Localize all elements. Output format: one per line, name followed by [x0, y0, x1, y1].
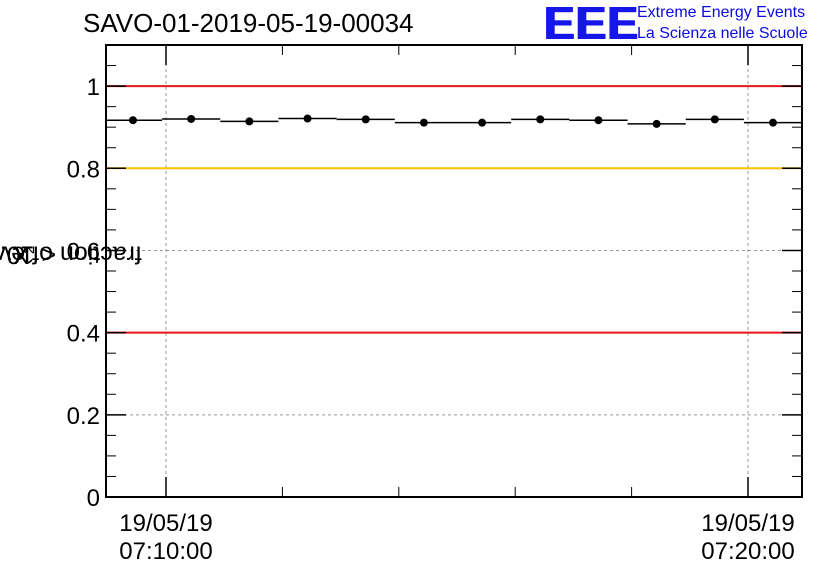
data-point — [594, 116, 603, 125]
axis-ticks — [106, 45, 802, 498]
data-point — [361, 115, 370, 124]
data-point — [710, 115, 719, 124]
eee-logo: EEE Extreme Energy Events La Scienza nel… — [543, 0, 833, 49]
y-tick-labels: 0 0.2 0.4 0.6 0.8 1 — [67, 74, 100, 512]
y-tick-label: 0.4 — [67, 321, 100, 348]
logo-line-2: La Scienza nelle Scuole — [637, 25, 808, 42]
y-tick-label: 0.8 — [67, 156, 100, 183]
y-tick-label: 1 — [87, 74, 100, 101]
data-point — [245, 117, 254, 126]
data-point — [536, 115, 545, 124]
data-point — [652, 119, 661, 128]
data-point — [419, 118, 428, 127]
data-point — [478, 118, 487, 127]
logo-line-1: Extreme Energy Events — [637, 4, 806, 21]
reference-lines — [106, 85, 802, 334]
eee-logo-mark: EEE — [543, 0, 639, 49]
y-tick-label: 0.2 — [67, 403, 100, 430]
data-point — [187, 114, 196, 123]
plot-frame — [105, 44, 803, 498]
data-point — [769, 118, 777, 127]
x-tick-label-1: 19/05/19 07:20:00 — [701, 510, 795, 565]
x-tick-label-0: 19/05/19 07:10:00 — [119, 510, 213, 565]
y-tick-label: 0 — [87, 485, 100, 512]
chart-title: SAVO-01-2019-05-19-00034 — [83, 8, 414, 38]
data-point — [129, 116, 137, 125]
grid-lines — [106, 45, 802, 497]
y-tick-label: 0.6 — [67, 238, 100, 265]
data-series — [106, 114, 802, 128]
data-point — [303, 114, 312, 123]
